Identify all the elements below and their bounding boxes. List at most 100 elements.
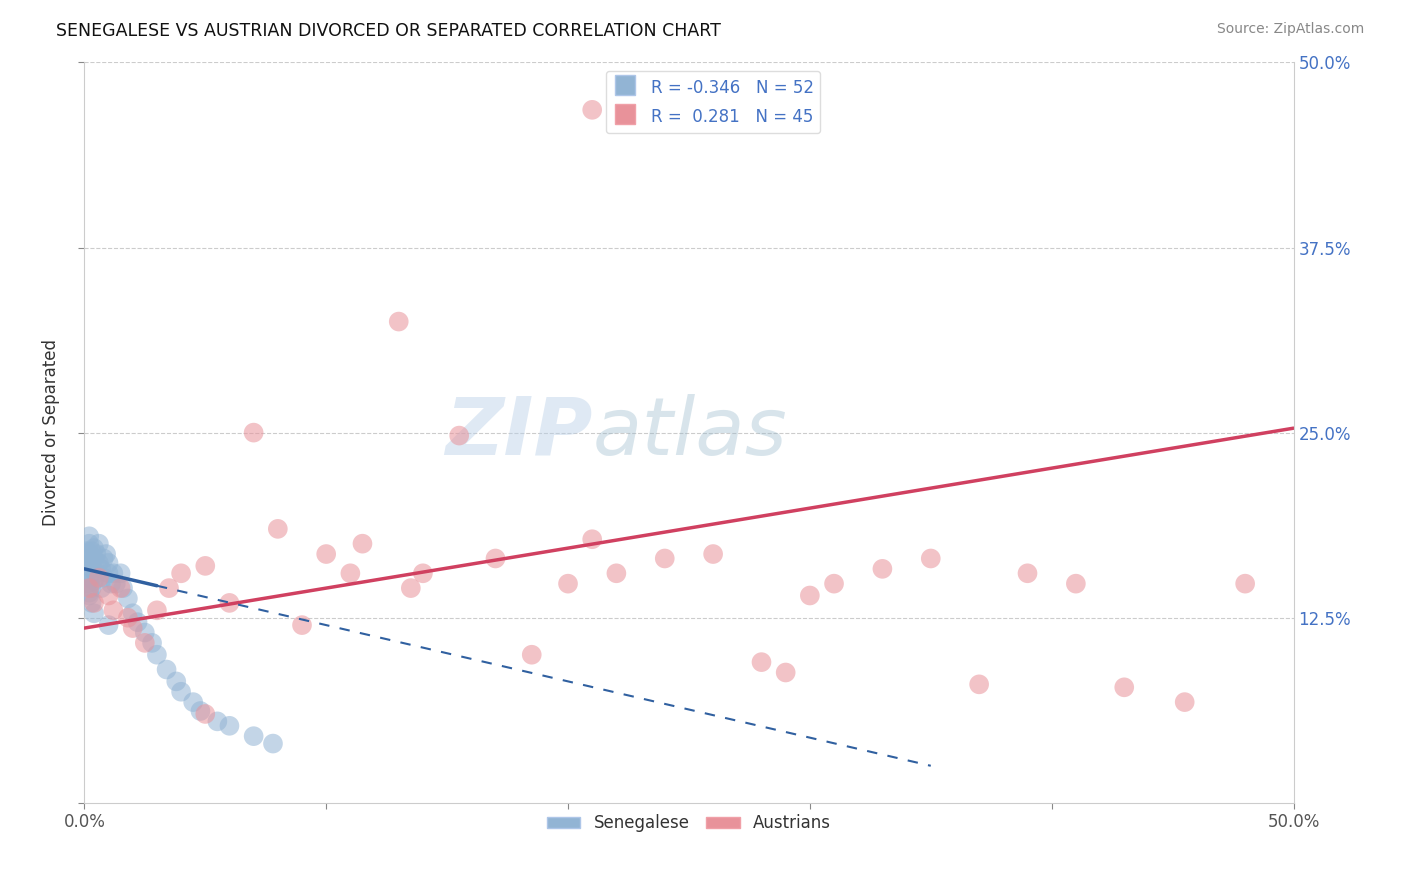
Point [146,648,169,662]
Point [181,695,204,709]
Point [218,596,240,610]
Point [484,551,506,566]
Point [1174,695,1197,709]
Point [77,558,100,573]
Point [581,103,603,117]
Point [165,674,187,689]
Point [77,589,100,603]
Point [654,551,676,566]
Point [97,589,120,603]
Point [110,566,132,581]
Point [117,591,139,606]
Point [77,585,100,599]
Point [872,562,894,576]
Point [103,566,125,581]
Point [112,581,135,595]
Point [76,551,98,566]
Point [93,571,115,585]
Y-axis label: Divorced or Separated: Divorced or Separated [42,339,60,526]
Point [104,576,127,591]
Point [83,607,105,621]
Point [388,314,411,328]
Point [1234,576,1257,591]
Point [146,603,169,617]
Point [605,566,627,581]
Point [520,648,543,662]
Point [315,547,337,561]
Point [194,706,217,721]
Point [97,566,120,581]
Point [90,562,112,576]
Point [412,566,434,581]
Point [823,576,845,591]
Point [1017,566,1039,581]
Point [87,571,110,585]
Point [967,677,990,691]
Point [157,581,180,595]
Point [218,719,240,733]
Point [702,547,724,561]
Point [262,737,284,751]
Point [339,566,361,581]
Point [110,581,132,595]
Point [194,558,217,573]
Point [86,566,108,581]
Point [86,547,108,561]
Point [90,581,112,595]
Point [134,636,156,650]
Point [449,428,471,442]
Point [100,576,122,591]
Point [121,621,143,635]
Point [399,581,422,595]
Point [1064,576,1087,591]
Point [581,533,603,547]
Point [76,576,98,591]
Legend: Senegalese, Austrians: Senegalese, Austrians [540,807,838,838]
Point [121,607,143,621]
Point [242,425,264,440]
Point [557,576,579,591]
Point [267,522,290,536]
Point [207,714,229,729]
Point [77,536,100,550]
Point [77,571,100,585]
Point [141,636,163,650]
Text: atlas: atlas [592,393,787,472]
Point [87,556,110,570]
Point [97,618,120,632]
Point [103,603,125,617]
Point [87,536,110,550]
Point [83,551,105,566]
Point [80,596,103,610]
Point [170,685,193,699]
Point [920,551,942,566]
Point [117,610,139,624]
Point [77,581,100,595]
Point [1114,681,1136,695]
Point [83,574,105,588]
Point [80,562,103,576]
Point [170,566,193,581]
Point [155,663,177,677]
Text: Source: ZipAtlas.com: Source: ZipAtlas.com [1216,22,1364,37]
Point [242,729,264,743]
Point [76,544,98,558]
Point [775,665,797,680]
Point [77,529,100,543]
Point [291,618,314,632]
Point [751,655,773,669]
Point [94,547,117,561]
Point [127,615,149,629]
Point [83,596,105,610]
Text: ZIP: ZIP [444,393,592,472]
Point [799,589,821,603]
Point [80,544,103,558]
Point [76,566,98,581]
Point [77,547,100,561]
Point [97,556,120,570]
Point [80,581,103,595]
Point [134,625,156,640]
Text: SENEGALESE VS AUSTRIAN DIVORCED OR SEPARATED CORRELATION CHART: SENEGALESE VS AUSTRIAN DIVORCED OR SEPAR… [56,22,721,40]
Point [83,541,105,555]
Point [93,551,115,566]
